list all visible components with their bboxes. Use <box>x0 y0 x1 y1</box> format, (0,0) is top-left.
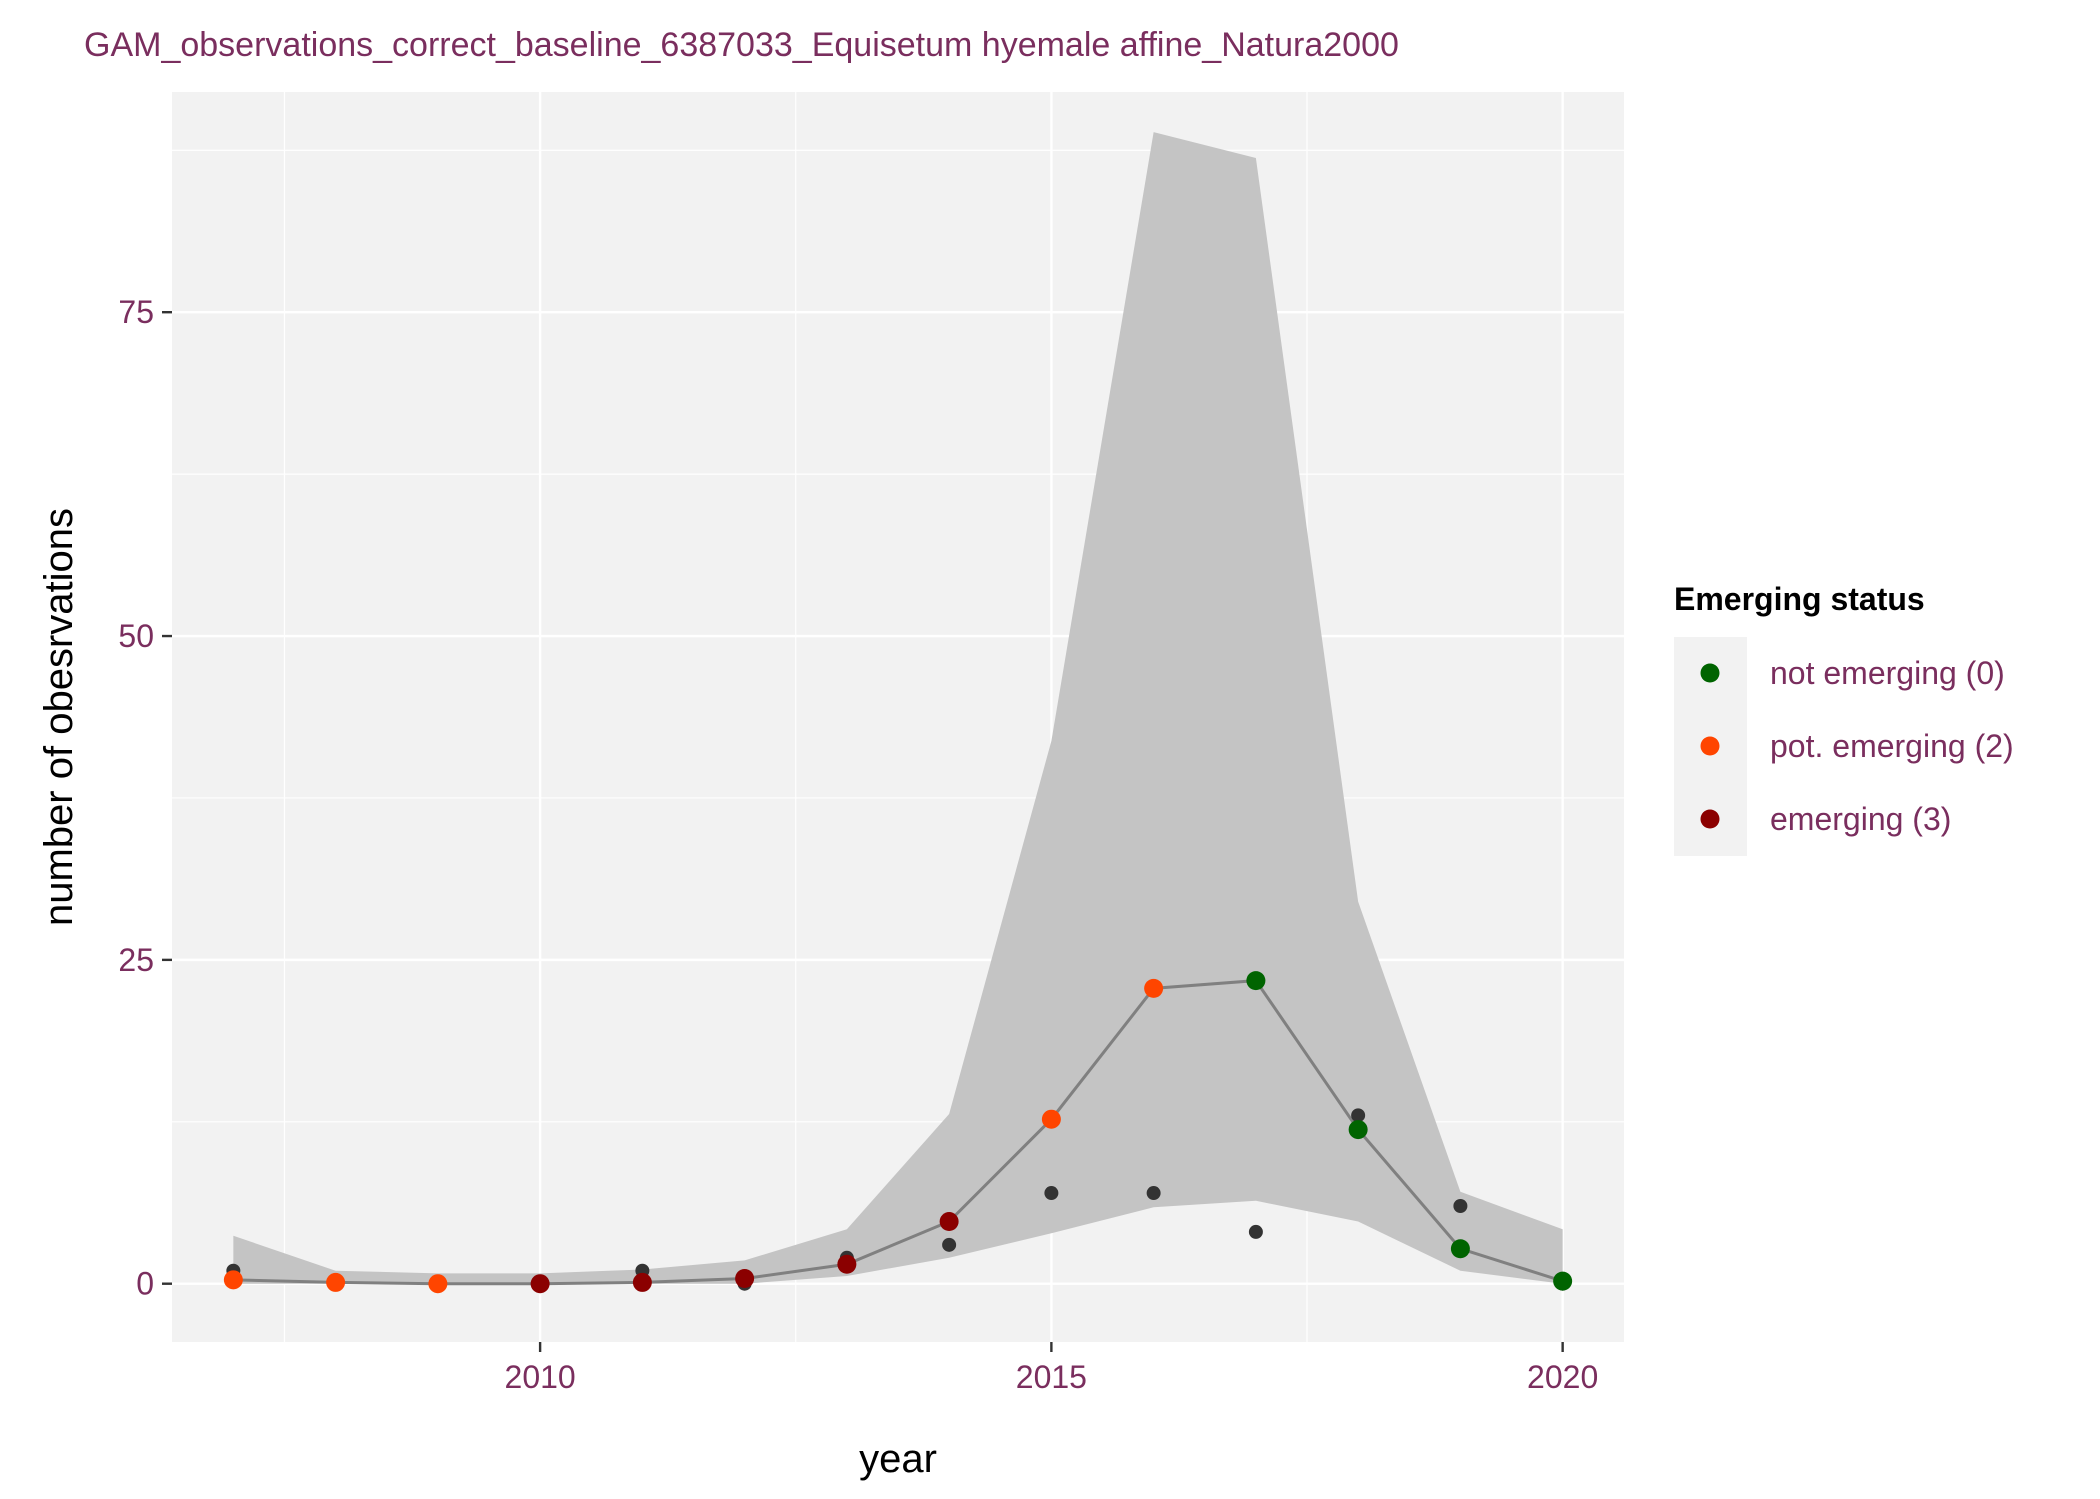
y-tick-label: 25 <box>118 942 154 978</box>
fitted-status-point <box>1144 978 1164 998</box>
legend: Emerging status not emerging (0) pot. eme… <box>1674 581 2014 856</box>
observed-point <box>1248 1224 1263 1239</box>
y-tick-label: 75 <box>118 294 154 330</box>
legend-label: not emerging (0) <box>1770 655 2005 691</box>
fitted-status-point <box>326 1272 346 1292</box>
x-tick-label: 2015 <box>1016 1359 1087 1395</box>
x-tick-label: 2020 <box>1527 1359 1598 1395</box>
y-tick-label: 50 <box>118 618 154 654</box>
y-axis-title: number of obesrvations <box>37 508 81 926</box>
observed-point <box>942 1237 957 1252</box>
x-axis-title: year <box>859 1437 937 1481</box>
legend-key-point <box>1700 663 1720 683</box>
x-axis: 2010 2015 2020 <box>505 1342 1598 1395</box>
fitted-status-point <box>530 1274 550 1294</box>
gam-fit-line <box>233 979 1564 1286</box>
fitted-status-point <box>428 1274 448 1294</box>
legend-label: pot. emerging (2) <box>1770 728 2014 764</box>
fitted-status-point <box>223 1270 243 1290</box>
fitted-status-point <box>632 1272 652 1292</box>
x-tick-label: 2010 <box>505 1359 576 1395</box>
fitted-status-point <box>1348 1120 1368 1140</box>
observed-point <box>1453 1198 1468 1213</box>
legend-title: Emerging status <box>1674 581 1925 617</box>
legend-entries: not emerging (0) pot. emerging (2) emergin… <box>1700 655 2014 837</box>
observed-point <box>1044 1186 1059 1201</box>
legend-label: emerging (3) <box>1770 801 1951 837</box>
y-tick-label: 0 <box>136 1266 154 1302</box>
fitted-status-point <box>1246 971 1266 991</box>
emerging-status-points <box>223 971 1573 1294</box>
y-axis: 0 25 50 75 <box>118 294 172 1302</box>
legend-key-point <box>1700 736 1720 756</box>
fitted-status-point <box>1553 1271 1573 1291</box>
confidence-ribbon <box>233 132 1563 1284</box>
fitted-status-point <box>1041 1109 1061 1129</box>
observed-point <box>1351 1108 1366 1123</box>
fitted-status-point <box>735 1269 755 1289</box>
observed-point <box>1146 1186 1161 1201</box>
fitted-status-point <box>939 1212 959 1232</box>
chart-title: GAM_observations_correct_baseline_638703… <box>84 26 1399 64</box>
legend-key-point <box>1700 809 1720 829</box>
fitted-status-point <box>1450 1239 1470 1259</box>
fitted-status-point <box>837 1254 857 1274</box>
